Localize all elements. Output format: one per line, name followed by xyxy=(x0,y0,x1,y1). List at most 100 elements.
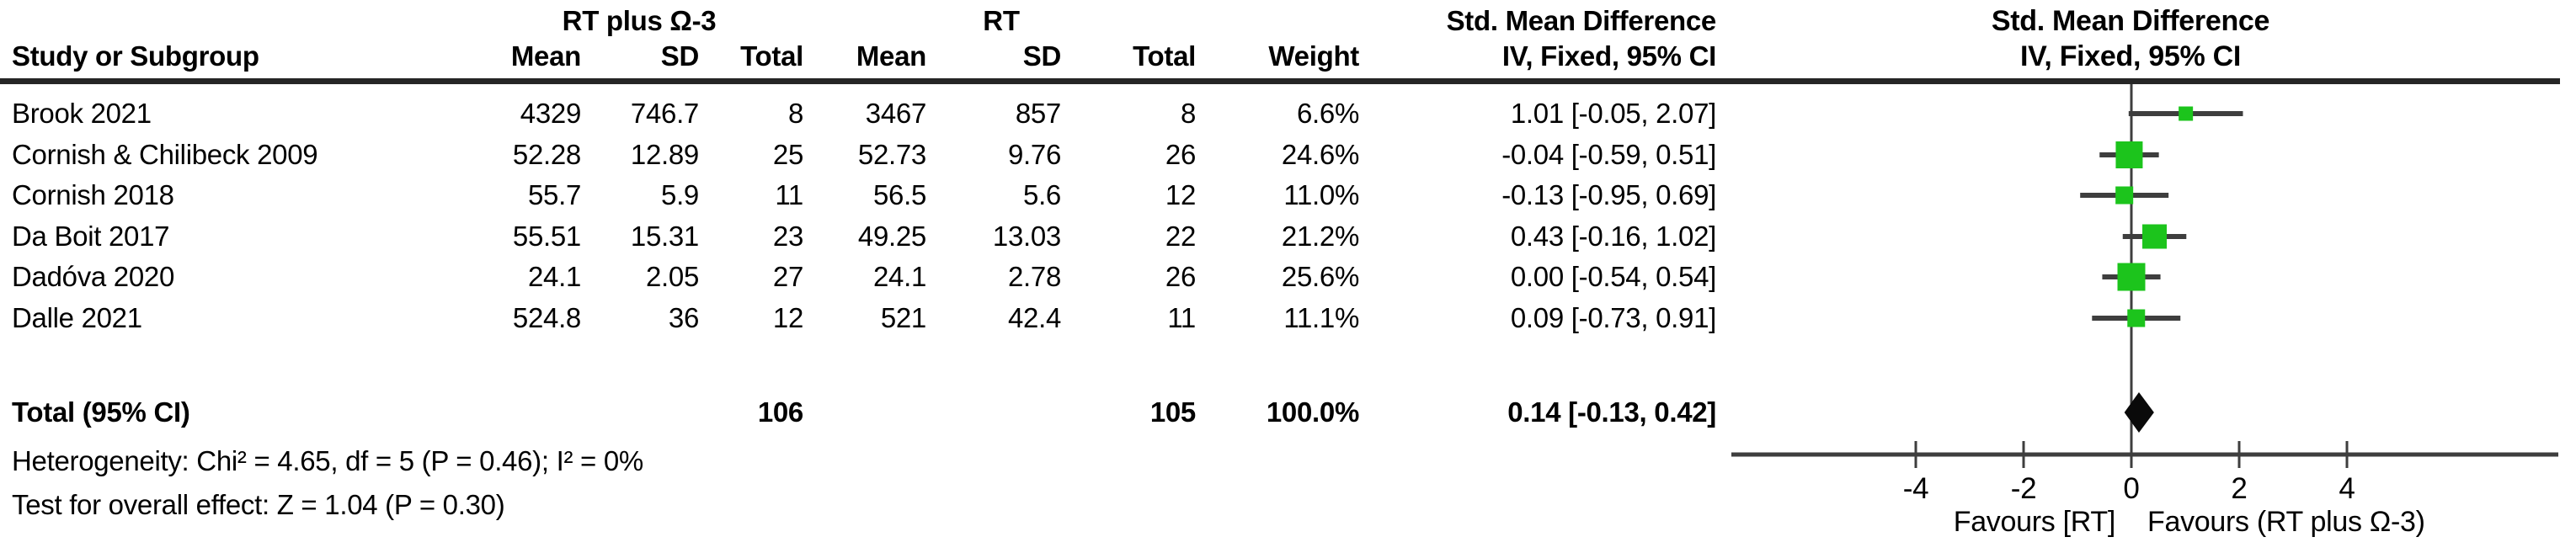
total1-sum: 106 xyxy=(757,396,803,428)
mean2-value: 49.25 xyxy=(857,221,926,252)
total-weight: 100.0% xyxy=(1266,396,1359,428)
effect-square xyxy=(2117,263,2146,291)
effect-square xyxy=(2142,224,2168,249)
total1-value: 23 xyxy=(772,221,803,252)
effect-square xyxy=(2127,309,2146,327)
ci-text: -0.13 [-0.95, 0.69] xyxy=(1501,179,1716,210)
forest-plot-svg: -4 -2 0 2 4 xyxy=(1731,84,2558,505)
ci-text: 1.01 [-0.05, 2.07] xyxy=(1510,98,1716,129)
mean1-value: 24.1 xyxy=(527,261,581,292)
ci-text: -0.04 [-0.59, 0.51] xyxy=(1501,139,1716,170)
effect-square xyxy=(2179,106,2194,121)
sd2-value: 9.76 xyxy=(1007,139,1061,170)
total2-sum: 105 xyxy=(1149,396,1196,428)
study-label: Dalle 2021 xyxy=(12,302,142,333)
x-axis-tick-label: -4 xyxy=(1903,472,1929,505)
sd2-value: 857 xyxy=(1015,98,1061,129)
total2-value: 12 xyxy=(1165,179,1196,210)
sd1-value: 12.89 xyxy=(630,139,699,170)
sd1-value: 5.9 xyxy=(661,179,699,210)
axis-label-favours-treatment: Favours (RT plus Ω-3) xyxy=(2147,506,2425,538)
mean2-value: 24.1 xyxy=(872,261,926,292)
mean1-value: 524.8 xyxy=(512,302,581,333)
x-axis-tick-label: 0 xyxy=(2123,472,2139,505)
study-row: Cornish 2018 55.7 5.9 11 56.5 5.6 12 11.… xyxy=(0,177,1726,214)
total2-column-header: Total xyxy=(1133,40,1196,72)
smd-column-header-line1: Std. Mean Difference xyxy=(1446,5,1717,36)
smd-column-header-line2: IV, Fixed, 95% CI xyxy=(1501,40,1716,72)
mean1-value: 55.51 xyxy=(512,221,581,252)
mean1-value: 55.7 xyxy=(527,179,581,210)
weight-value: 11.1% xyxy=(1283,302,1359,333)
mean1-value: 4329 xyxy=(520,98,582,129)
study-label: Cornish 2018 xyxy=(12,179,174,210)
header-divider-rule xyxy=(0,78,2560,84)
overall-effect-text: Test for overall effect: Z = 1.04 (P = 0… xyxy=(12,489,505,520)
total1-value: 8 xyxy=(787,98,803,129)
sd2-value: 42.4 xyxy=(1007,302,1061,333)
mean2-column-header: Mean xyxy=(856,40,926,72)
total1-value: 11 xyxy=(775,179,803,210)
study-label: Da Boit 2017 xyxy=(12,221,170,252)
weight-value: 25.6% xyxy=(1281,261,1359,292)
mean1-column-header: Mean xyxy=(510,40,581,72)
effect-square xyxy=(2115,141,2143,168)
heterogeneity-text: Heterogeneity: Chi² = 4.65, df = 5 (P = … xyxy=(12,445,643,476)
mean2-value: 521 xyxy=(880,302,926,333)
total1-value: 27 xyxy=(772,261,803,292)
total2-value: 22 xyxy=(1165,221,1196,252)
total1-value: 25 xyxy=(772,139,803,170)
sd1-column-header: SD xyxy=(660,40,700,72)
mean1-value: 52.28 xyxy=(512,139,581,170)
ci-text: 0.00 [-0.54, 0.54] xyxy=(1510,261,1716,292)
mean2-value: 56.5 xyxy=(872,179,926,210)
total-row: Total (95% CI) 106 105 100.0% 0.14 [-0.1… xyxy=(0,394,1726,431)
sd2-column-header: SD xyxy=(1022,40,1062,72)
x-axis-tick-label: -2 xyxy=(2011,472,2037,505)
ci-text: 0.43 [-0.16, 1.02] xyxy=(1510,221,1716,252)
sd2-value: 5.6 xyxy=(1023,179,1061,210)
mean2-value: 52.73 xyxy=(857,139,926,170)
sd1-value: 15.31 xyxy=(630,221,699,252)
total1-column-header: Total xyxy=(740,40,803,72)
study-row: Dadóva 2020 24.1 2.05 27 24.1 2.78 26 25… xyxy=(0,258,1726,295)
mean2-value: 3467 xyxy=(865,98,927,129)
ci-text: 0.09 [-0.73, 0.91] xyxy=(1510,302,1716,333)
study-row: Da Boit 2017 55.51 15.31 23 49.25 13.03 … xyxy=(0,218,1726,255)
study-row: Brook 2021 4329 746.7 8 3467 857 8 6.6% … xyxy=(0,95,1726,132)
column-header-row: Study or Subgroup Mean SD Total Mean SD … xyxy=(0,38,1726,75)
forest-plot-area: Std. Mean Difference IV, Fixed, 95% CI -… xyxy=(1726,0,2576,553)
total2-value: 26 xyxy=(1165,261,1196,292)
weight-value: 11.0% xyxy=(1283,179,1359,210)
weight-value: 6.6% xyxy=(1296,98,1359,129)
weight-value: 24.6% xyxy=(1281,139,1359,170)
group1-header: RT plus Ω-3 xyxy=(562,5,717,36)
total-label: Total (95% CI) xyxy=(12,396,190,428)
pooled-diamond xyxy=(2124,392,2154,433)
study-label: Brook 2021 xyxy=(12,98,152,129)
group2-header: RT xyxy=(983,5,1020,36)
total1-value: 12 xyxy=(772,302,803,333)
study-label: Dadóva 2020 xyxy=(12,261,175,292)
study-row: Cornish & Chilibeck 2009 52.28 12.89 25 … xyxy=(0,136,1726,173)
effect-square xyxy=(2115,186,2134,205)
study-column-header: Study or Subgroup xyxy=(12,40,259,72)
weight-value: 21.2% xyxy=(1281,221,1359,252)
x-axis-tick-label: 2 xyxy=(2231,472,2247,505)
plot-header-line1: Std. Mean Difference xyxy=(1991,5,2270,37)
sd2-value: 13.03 xyxy=(992,221,1061,252)
group-header-row: RT plus Ω-3 RT Std. Mean Difference xyxy=(0,3,1726,40)
total-ci-text: 0.14 [-0.13, 0.42] xyxy=(1507,396,1716,428)
total2-value: 26 xyxy=(1165,139,1196,170)
total2-value: 8 xyxy=(1180,98,1196,129)
x-axis-tick-label: 4 xyxy=(2339,472,2355,505)
weight-column-header: Weight xyxy=(1268,40,1359,72)
sd2-value: 2.78 xyxy=(1007,261,1061,292)
axis-label-favours-control: Favours [RT] xyxy=(1953,506,2116,538)
sd1-value: 746.7 xyxy=(630,98,699,129)
total2-value: 11 xyxy=(1167,302,1196,333)
study-row: Dalle 2021 524.8 36 12 521 42.4 11 11.1%… xyxy=(0,300,1726,337)
study-label: Cornish & Chilibeck 2009 xyxy=(12,139,318,170)
sd1-value: 2.05 xyxy=(645,261,699,292)
